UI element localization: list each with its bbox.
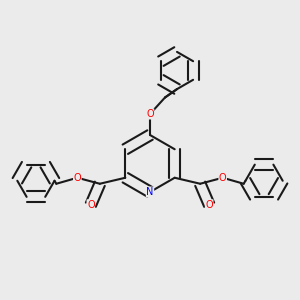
Text: O: O [87, 200, 94, 210]
Text: N: N [146, 187, 154, 197]
Text: O: O [206, 200, 213, 210]
Text: O: O [146, 109, 154, 119]
Text: O: O [74, 173, 81, 183]
Text: O: O [219, 173, 226, 183]
